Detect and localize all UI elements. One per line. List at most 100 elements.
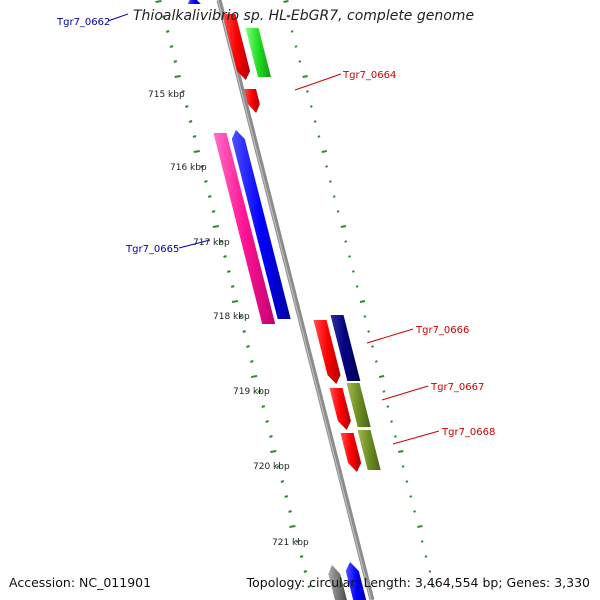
ruler-tick	[348, 255, 351, 258]
ruler-tick	[286, 15, 290, 18]
ruler-tick	[192, 135, 197, 138]
ruler-ticks-outer	[283, 0, 436, 588]
ruler-tick	[405, 480, 409, 483]
gene-arrow-tgr7-0664b	[244, 89, 260, 113]
ruler-label-721: 721 kbp	[272, 538, 309, 548]
ruler-tick	[223, 255, 227, 258]
gene-arrow-tgr7-0666a	[313, 320, 341, 384]
ruler-tick	[184, 105, 189, 108]
ruler-tick	[242, 330, 246, 333]
ruler-tick	[317, 135, 321, 138]
ruler-tick	[298, 60, 302, 63]
gene-arrow-tgr7-0670	[345, 562, 367, 600]
gene-label-tgr7-0668[interactable]: Tgr7_0668	[441, 427, 495, 438]
ruler-label-716: 716 kbp	[170, 163, 207, 173]
ruler-tick	[265, 420, 269, 423]
ruler-tick	[169, 45, 174, 48]
ruler-tick	[249, 360, 254, 363]
ruler-tick	[290, 30, 294, 33]
ruler-tick	[212, 225, 220, 228]
ruler-tick	[386, 405, 390, 408]
gene-arrow-tgr7-0668a	[340, 433, 362, 472]
leader-tgr7-0666	[366, 328, 414, 344]
ruler-tick	[261, 405, 266, 408]
ruler-tick	[227, 270, 231, 273]
ruler-tick	[313, 120, 317, 123]
gene-arrow-tgr7-0663	[222, 14, 251, 80]
gene-arrow-tgr7-0667	[346, 383, 371, 427]
ruler-tick	[289, 525, 296, 528]
gene-label-tgr7-0664[interactable]: Tgr7_0664	[342, 70, 396, 81]
ruler-tick	[181, 90, 185, 93]
ruler-tick	[309, 105, 313, 108]
ruler-tick	[428, 570, 432, 573]
ruler-tick	[294, 45, 298, 48]
ruler-tick	[303, 570, 308, 573]
ruler-tick	[367, 330, 371, 333]
gene-label-tgr7-0662[interactable]: Tgr7_0662	[56, 17, 110, 28]
ruler-tick	[193, 150, 200, 153]
ruler-tick	[401, 465, 405, 468]
leader-tgr7-0668	[392, 430, 440, 445]
ruler-label-719: 719 kbp	[233, 387, 270, 397]
ruler-tick	[328, 180, 332, 183]
ruler-tick	[162, 15, 166, 18]
ruler-tick	[238, 315, 243, 318]
ruler-tick	[231, 300, 239, 303]
ruler-tick	[250, 375, 258, 378]
ruler-label-717: 717 kbp	[193, 238, 230, 248]
gene-label-tgr7-0667[interactable]: Tgr7_0667	[430, 382, 484, 393]
ruler-label-715: 715 kbp	[148, 90, 185, 100]
ruler-tick	[211, 210, 216, 213]
gene-arrow-tgr7-0664	[245, 28, 271, 77]
ruler-tick	[371, 345, 374, 348]
ruler-tick	[363, 315, 367, 318]
ruler-tick	[306, 90, 309, 93]
ruler-tick	[230, 285, 235, 288]
ruler-tick	[219, 240, 224, 243]
ruler-tick	[246, 345, 250, 348]
ruler-tick	[173, 60, 178, 63]
topology-text: Topology: circular; Length: 3,464,554 bp…	[246, 575, 590, 590]
gene-arrow-tgr7-0669	[328, 565, 347, 600]
gene-label-tgr7-0666[interactable]: Tgr7_0666	[415, 325, 469, 336]
gene-arrow-tgr7-0662	[187, 0, 201, 4]
gene-label-tgr7-0665[interactable]: Tgr7_0665	[125, 244, 179, 255]
ruler-tick	[288, 510, 292, 513]
ruler-tick	[283, 0, 289, 3]
ruler-tick	[321, 150, 327, 153]
ruler-tick	[409, 495, 413, 498]
ruler-tick	[299, 555, 304, 558]
ruler-tick	[378, 375, 385, 378]
genome-backbone	[216, 0, 375, 600]
ruler-tick	[284, 495, 289, 498]
ruler-label-718: 718 kbp	[213, 312, 250, 322]
ruler-tick	[390, 420, 394, 423]
ruler-tick	[200, 165, 204, 168]
ruler-tick	[420, 540, 424, 543]
ruler-tick	[424, 555, 428, 558]
ruler-tick	[155, 0, 162, 3]
gene-features	[187, 0, 381, 600]
leader-tgr7-0665	[178, 239, 211, 249]
ruler-tick	[359, 300, 366, 303]
ruler-tick	[325, 165, 329, 168]
ruler-tick	[398, 450, 404, 453]
ruler-tick	[295, 540, 300, 543]
gene-arrow-tgr7-0667a	[329, 388, 351, 430]
ruler-tick	[417, 525, 423, 528]
gene-arrow-tgr7-0665	[231, 130, 291, 319]
leader-tgr7-0667	[381, 385, 429, 401]
ruler-tick	[332, 195, 336, 198]
ruler-tick	[413, 510, 417, 513]
ruler-tick	[340, 225, 347, 228]
ruler-tick	[270, 450, 277, 453]
ruler-tick	[432, 585, 436, 588]
ruler-tick	[344, 240, 348, 243]
ruler-tick	[207, 195, 212, 198]
genome-title: Thioalkalivibrio sp. HL-EbGR7, complete …	[133, 8, 475, 24]
ruler-tick	[382, 390, 386, 393]
genome-backbone-highlight	[217, 0, 372, 600]
gene-arrow-tgr7-0668	[357, 430, 381, 470]
ruler-label-720: 720 kbp	[253, 462, 290, 472]
